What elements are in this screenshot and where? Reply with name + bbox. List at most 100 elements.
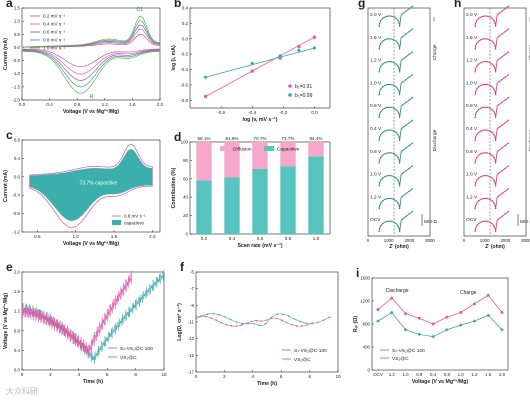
voltage-label: 1.6 V [370, 35, 382, 41]
data-point [408, 99, 410, 101]
y-tick-label: -1.2 [12, 230, 20, 235]
x-tick-label: 0.8 [444, 372, 451, 377]
x-tick-label: 6 [280, 374, 283, 379]
x-tick-label: 10 [161, 372, 167, 377]
data-point [380, 202, 382, 204]
data-point [245, 322, 248, 325]
nyquist-curve [474, 120, 509, 141]
x-tick-label: 0.4 [46, 102, 53, 107]
data-point [411, 28, 414, 30]
data-point [378, 182, 381, 184]
legend-label: 1.0 mV s⁻¹ [43, 46, 66, 51]
data-point [398, 48, 401, 50]
data-point [378, 230, 380, 233]
data-point [476, 88, 478, 90]
data-label: 84.4% [309, 136, 322, 141]
data-point [494, 182, 496, 184]
data-point [195, 316, 197, 318]
data-point [483, 129, 485, 131]
data-point [501, 192, 503, 195]
data-point [403, 327, 408, 332]
x-tick-label: 1.0 [313, 236, 320, 241]
data-point [378, 159, 381, 161]
annotation: Discharge [386, 288, 409, 294]
data-point [387, 83, 389, 86]
data-point [411, 74, 414, 76]
data-point [296, 48, 301, 53]
legend-label: Capacitive [277, 147, 300, 153]
plot-frame-c [21, 139, 161, 233]
data-point [494, 22, 496, 25]
data-point [472, 302, 476, 306]
legend-swatch [264, 146, 274, 151]
data-point [392, 198, 395, 201]
data-point [476, 111, 478, 113]
data-point [474, 71, 476, 73]
data-point [398, 205, 400, 207]
data-point [411, 51, 414, 53]
data-point [408, 53, 410, 56]
x-tick-label: 0 [21, 372, 24, 377]
data-point [378, 71, 380, 73]
data-point [498, 218, 500, 220]
data-point [486, 83, 488, 86]
nyquist-curve [474, 97, 509, 118]
data-point [459, 311, 463, 314]
data-point [378, 113, 381, 116]
data-point [507, 119, 510, 122]
data-point [405, 78, 407, 81]
x-tick-label: -0.2 [279, 110, 287, 115]
x-tick-label: 3000 [425, 238, 435, 243]
voltage-label: 1.0 V [370, 172, 382, 178]
data-point [398, 71, 401, 73]
data-point [488, 175, 491, 178]
data-point [384, 153, 386, 155]
nyquist-curve [474, 51, 509, 72]
data-point [389, 310, 394, 315]
data-point [381, 17, 384, 20]
data-point [397, 133, 399, 136]
data-point [480, 16, 482, 18]
nyquist-curve [474, 74, 509, 95]
data-point [384, 39, 386, 41]
y-tick-label: -9 [190, 303, 194, 308]
data-point [387, 60, 389, 63]
data-point [483, 174, 485, 177]
data-point [493, 19, 495, 22]
data-point [474, 159, 477, 161]
x-axis-label: Z' (ohm) [389, 244, 409, 250]
bar-capacitive [308, 156, 324, 234]
data-point [380, 111, 382, 113]
data-point [494, 136, 496, 139]
data-point [305, 322, 307, 325]
data-point [397, 202, 399, 204]
y-tick-label: -0.6 [180, 82, 188, 87]
data-point [378, 91, 381, 93]
data-point [507, 210, 510, 213]
nyquist-curve [378, 211, 413, 232]
y-tick-label: -11 [188, 320, 195, 325]
y-tick-label: -0.4 [12, 193, 20, 198]
voltage-label: 1.6 V [466, 35, 478, 41]
voltage-label: 2.0 V [466, 12, 478, 18]
data-point [402, 12, 404, 15]
y-tick-label: 1.6 [14, 289, 21, 294]
data-point [235, 321, 238, 323]
data-point [387, 106, 389, 108]
x-tick-label: 0 [463, 238, 466, 243]
legend-label: Sₛ-VS₂@C-100 [120, 346, 153, 352]
plot-frame-b [189, 7, 331, 109]
data-point [297, 44, 301, 49]
data-point [480, 107, 482, 109]
data-point [476, 133, 478, 136]
data-point [296, 325, 298, 327]
data-point [398, 113, 400, 116]
data-point [378, 116, 380, 119]
data-point [291, 323, 293, 326]
data-point [488, 153, 491, 155]
data-point [501, 101, 503, 104]
data-point [376, 308, 380, 312]
data-point [486, 220, 488, 222]
data-label: 61.6% [225, 136, 238, 141]
x-tick-label: 0.0 [311, 110, 318, 115]
